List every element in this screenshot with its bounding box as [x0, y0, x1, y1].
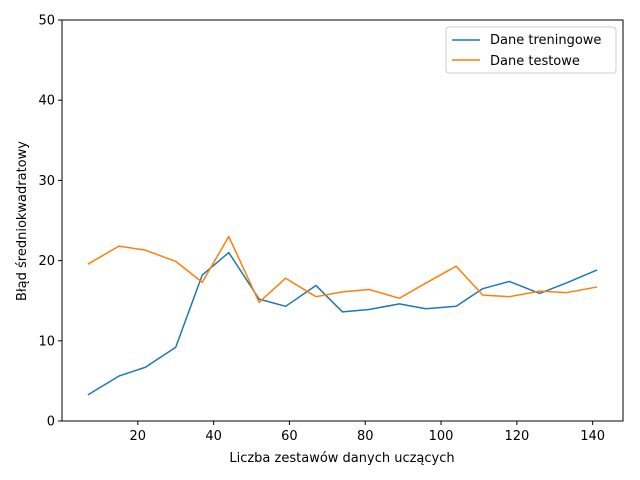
y-tick-label: 20	[38, 254, 55, 269]
y-axis: 0 10 20 30 40 50	[38, 14, 62, 430]
y-tick-label: 40	[38, 94, 55, 109]
legend-label-dane-treningowe: Dane treningowe	[490, 33, 601, 48]
series-line-dane-testowe	[87, 235, 598, 304]
x-axis-label: Liczba zestawów danych uczących	[229, 451, 454, 466]
x-tick-label: 120	[504, 429, 529, 444]
plot-frame	[61, 19, 624, 422]
legend-box	[445, 26, 617, 74]
x-tick-label: 80	[357, 429, 374, 444]
y-axis-label: Błąd średniokwadratowy	[15, 141, 30, 301]
x-tick-label: 40	[205, 429, 222, 444]
x-tick-label: 20	[130, 429, 147, 444]
plot-area	[62, 20, 623, 421]
y-tick-label: 10	[38, 334, 55, 349]
series-line-dane-treningowe	[87, 251, 598, 396]
series-layer	[87, 235, 598, 396]
y-tick-label: 0	[47, 415, 55, 430]
x-tick-label: 100	[429, 429, 454, 444]
legend-label-dane-testowe: Dane testowe	[490, 54, 580, 69]
y-tick-label: 50	[38, 14, 55, 29]
legend: Dane treningowe Dane testowe	[445, 26, 617, 74]
y-tick-label: 30	[38, 174, 55, 189]
x-axis: 20 40 60 80 100 120 140	[130, 421, 605, 444]
x-tick-label: 140	[580, 429, 605, 444]
x-tick-label: 60	[281, 429, 298, 444]
